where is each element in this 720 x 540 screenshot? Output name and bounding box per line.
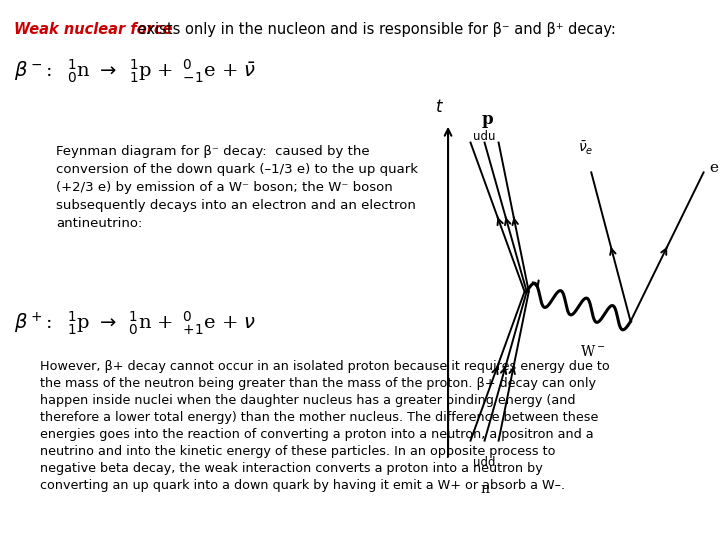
Text: $t$: $t$ — [435, 99, 444, 117]
Text: neutrino and into the kinetic energy of these particles. In an opposite process : neutrino and into the kinetic energy of … — [40, 445, 556, 458]
Text: n: n — [480, 482, 489, 496]
Text: subsequently decays into an electron and an electron: subsequently decays into an electron and… — [56, 199, 416, 212]
Text: $\beta^-$:  $\,^{1}_{0}$n $\rightarrow$ $\,^{1}_{1}$p + $\,^{0}_{-1}$e + $\bar{\: $\beta^-$: $\,^{1}_{0}$n $\rightarrow$ $… — [14, 58, 256, 85]
Text: conversion of the down quark (–1/3 e) to the up quark: conversion of the down quark (–1/3 e) to… — [56, 163, 418, 176]
Text: energies goes into the reaction of converting a proton into a neutron, a positro: energies goes into the reaction of conve… — [40, 428, 593, 441]
Text: udd: udd — [473, 456, 496, 469]
Text: therefore a lower total energy) than the mother nucleus. The difference between : therefore a lower total energy) than the… — [40, 411, 598, 424]
Text: $\beta^+$:  $\,^{1}_{1}$p $\rightarrow$ $\,^{1}_{0}$n + $\,^{0}_{+1}$e + $\nu$: $\beta^+$: $\,^{1}_{1}$p $\rightarrow$ $… — [14, 310, 256, 338]
Text: However, β+ decay cannot occur in an isolated proton because it requires energy : However, β+ decay cannot occur in an iso… — [40, 360, 610, 373]
Text: happen inside nuclei when the daughter nucleus has a greater binding energy (and: happen inside nuclei when the daughter n… — [40, 394, 575, 407]
Text: Weak nuclear force: Weak nuclear force — [14, 22, 173, 37]
Text: p: p — [482, 111, 493, 127]
Text: e$^-$: e$^-$ — [709, 161, 720, 176]
Text: exists only in the nucleon and is responsible for β⁻ and β⁺ decay:: exists only in the nucleon and is respon… — [133, 22, 616, 37]
Text: $\bar{\nu}_e$: $\bar{\nu}_e$ — [578, 140, 593, 158]
Text: converting an up quark into a down quark by having it emit a W+ or absorb a W–.: converting an up quark into a down quark… — [40, 479, 565, 492]
Text: antineutrino:: antineutrino: — [56, 217, 143, 230]
Text: W$^-$: W$^-$ — [580, 344, 606, 359]
Text: (+2/3 e) by emission of a W⁻ boson; the W⁻ boson: (+2/3 e) by emission of a W⁻ boson; the … — [56, 181, 392, 194]
Text: udu: udu — [473, 130, 496, 143]
Text: Feynman diagram for β⁻ decay:  caused by the: Feynman diagram for β⁻ decay: caused by … — [56, 145, 369, 158]
Text: negative beta decay, the weak interaction converts a proton into a neutron by: negative beta decay, the weak interactio… — [40, 462, 543, 475]
Text: the mass of the neutron being greater than the mass of the proton. β+ decay can : the mass of the neutron being greater th… — [40, 377, 596, 390]
